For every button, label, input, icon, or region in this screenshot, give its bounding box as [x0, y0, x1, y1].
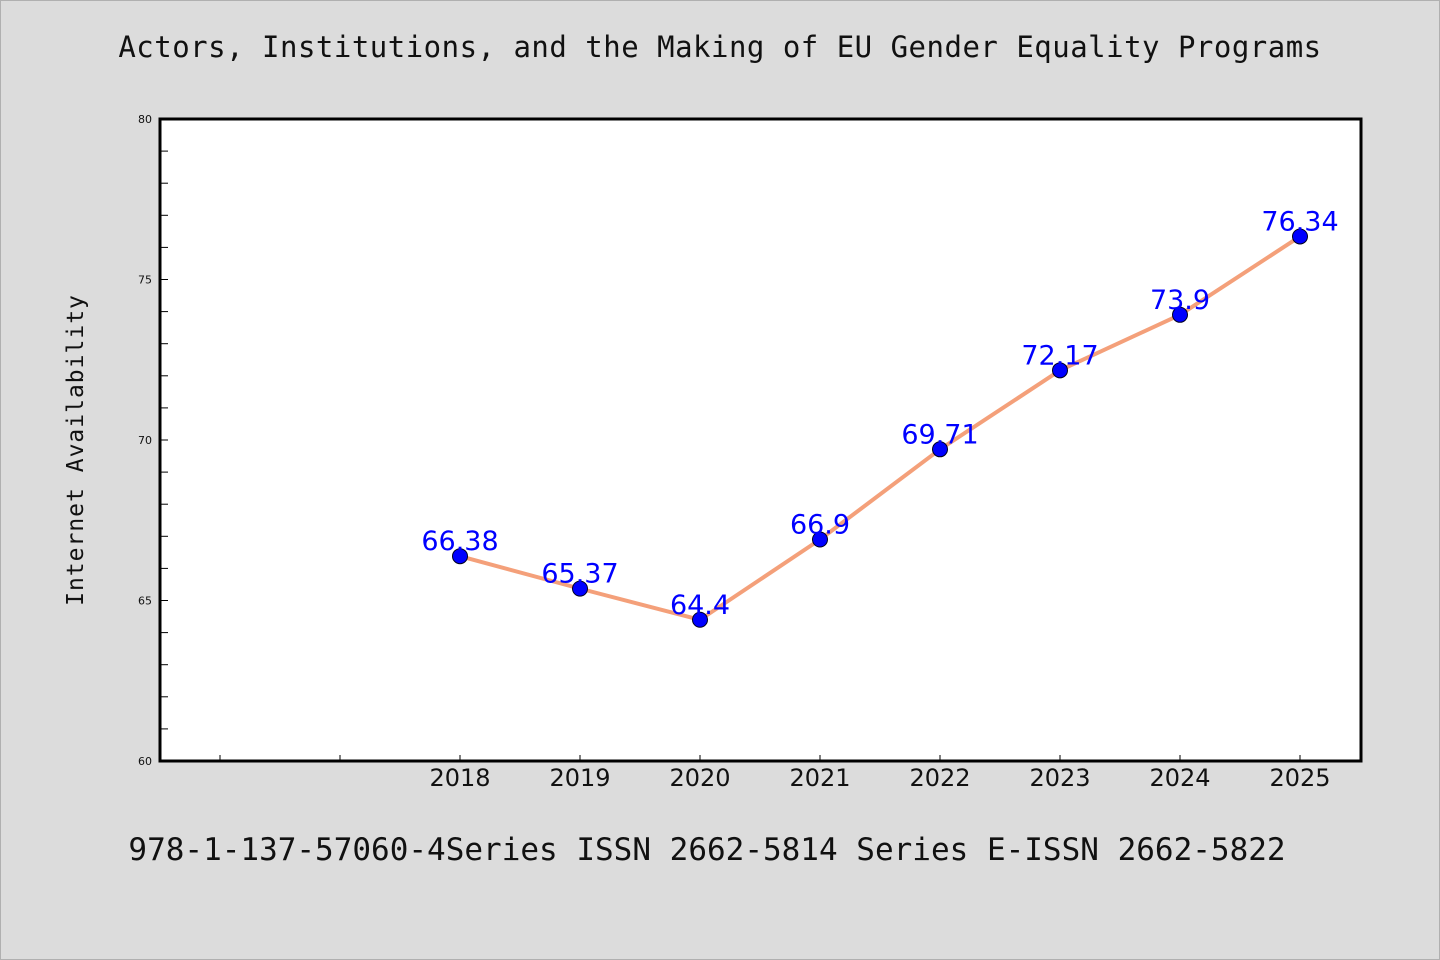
data-point [692, 611, 708, 628]
x-axis: 2018 2019 2020 2021 2022 2023 2024 2025 [219, 755, 1331, 792]
y-tick-label: 60 [138, 755, 152, 768]
data-label: 64.4 [670, 590, 730, 621]
y-tick-label: 65 [138, 595, 152, 608]
plot-area [160, 119, 1361, 761]
y-tick-label: 75 [138, 274, 152, 287]
x-tick-label: 2024 [1149, 764, 1210, 792]
data-label: 65.37 [541, 559, 618, 590]
y-tick-label: 70 [138, 434, 152, 447]
data-point [1052, 362, 1068, 379]
series-layer: 66.38 65.37 64.4 66.9 69.71 72.17 73.9 76.34 [421, 206, 1339, 628]
data-label: 69.71 [901, 419, 978, 450]
y-tick-label: 80 [138, 113, 152, 126]
x-tick-label: 2022 [909, 764, 970, 792]
data-point [452, 548, 468, 565]
data-label: 66.9 [790, 510, 850, 541]
x-tick-label: 2025 [1269, 764, 1330, 792]
data-label: 73.9 [1150, 285, 1210, 316]
data-point [1292, 228, 1308, 245]
plot-border [158, 117, 1363, 763]
data-point [1172, 306, 1188, 323]
x-tick-label: 2020 [669, 764, 730, 792]
x-tick-label: 2023 [1029, 764, 1090, 792]
data-label: 66.38 [421, 526, 498, 557]
data-label: 72.17 [1021, 340, 1098, 371]
data-point [572, 580, 588, 597]
isbn-footer: 978-1-137-57060-4Series ISSN 2662-5814 S… [128, 832, 1286, 868]
chart-title: Actors, Institutions, and the Making of … [118, 30, 1322, 64]
data-point [932, 441, 948, 458]
data-label: 76.34 [1261, 206, 1338, 237]
x-tick-label: 2018 [429, 764, 490, 792]
x-tick-label: 2021 [789, 764, 850, 792]
data-point [812, 531, 828, 548]
x-tick-label: 2019 [549, 764, 610, 792]
series-line [458, 234, 1302, 622]
